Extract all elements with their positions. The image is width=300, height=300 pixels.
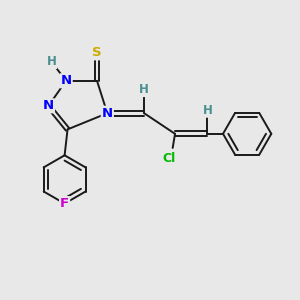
Text: H: H	[139, 83, 149, 96]
Text: F: F	[60, 197, 69, 210]
Text: N: N	[43, 99, 54, 112]
Text: N: N	[102, 107, 113, 120]
Text: N: N	[61, 74, 72, 87]
Text: S: S	[92, 46, 102, 59]
Text: H: H	[46, 55, 56, 68]
Text: H: H	[202, 104, 212, 117]
Text: Cl: Cl	[163, 152, 176, 165]
